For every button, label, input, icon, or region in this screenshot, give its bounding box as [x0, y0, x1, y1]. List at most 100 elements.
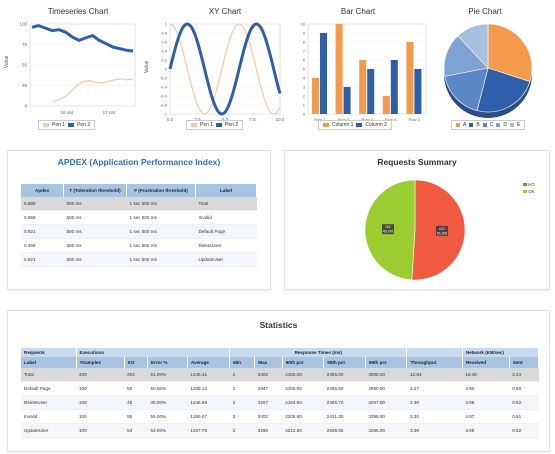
pen2-swatch	[68, 123, 75, 127]
apdex-col-header[interactable]: Label	[195, 184, 257, 197]
stats-col-header[interactable]: KO	[124, 357, 149, 368]
bar-1	[382, 96, 390, 114]
pen1-swatch	[191, 123, 197, 127]
cell: 1 sec 500 ms	[126, 252, 196, 267]
stats-col-header[interactable]: Error %	[147, 357, 188, 368]
x-tick-label: 17 sat	[103, 110, 116, 115]
x-tick-label: Row 5	[409, 117, 421, 122]
cell: 2212.80	[282, 423, 324, 438]
cell: 2	[229, 368, 255, 382]
stats-col-header[interactable]: Received	[462, 357, 510, 368]
bar-1	[359, 60, 367, 114]
apdex-col-header[interactable]: Apdex	[21, 184, 64, 197]
table-row[interactable]: 0.921 500 ms 1 sec 500 ms Default Page	[21, 224, 257, 239]
cell: Total	[195, 197, 257, 211]
cell: 3286.00	[365, 423, 407, 438]
cell: 2.43	[509, 368, 539, 382]
y-tick-label: 7	[303, 49, 306, 54]
bar-1	[312, 78, 319, 114]
table-row[interactable]: 0.888 500 ms 1 sec 500 ms Total	[21, 197, 257, 211]
bar-2	[390, 60, 398, 114]
pen1-swatch	[43, 123, 49, 127]
cell: 0.821	[21, 252, 64, 267]
cell: 2465.70	[323, 395, 366, 410]
y-tick-label: 75	[22, 42, 28, 47]
stats-col-header[interactable]: 95th pct	[323, 357, 366, 368]
table-row[interactable]: Invalid 100 55 55.00% 1269.07 3 3402 2205.60 243…	[21, 409, 539, 424]
cell: 100	[76, 409, 125, 424]
statistics-title: Statistics	[259, 320, 298, 330]
cell: 2155.00	[282, 381, 324, 396]
stats-col-header[interactable]: Average	[187, 357, 231, 368]
cell: 3	[229, 423, 255, 438]
cell: 204	[124, 368, 148, 382]
legend-swatch	[456, 123, 460, 127]
legend-label: C	[489, 122, 494, 128]
cell: 1245.41	[187, 368, 230, 382]
pie-slice	[487, 23, 533, 82]
table-row[interactable]: 0.458 500 ms 1 sec 500 ms DeleteUser	[21, 238, 257, 253]
table-row[interactable]: 0.960 500 ms 1 sec 500 ms Invalid	[21, 210, 257, 225]
stats-col-header[interactable]: Min	[229, 357, 256, 368]
stats-col-header[interactable]: Throughput	[406, 357, 463, 368]
cell: 1 sec 500 ms	[126, 210, 196, 225]
requests-summary-panel: Requests Summary KO 51.0% OK 49.0% KO OK	[284, 150, 550, 290]
pie-slice	[476, 67, 531, 113]
ok-swatch	[523, 190, 527, 193]
cell: 0.62	[509, 423, 539, 438]
table-row[interactable]: DeleteUser 100 45 45.00% 1246.68 2 3267 2184.60…	[21, 395, 539, 410]
cell: Invalid	[21, 409, 76, 424]
cell: 0.921	[21, 224, 64, 239]
requests-legend: KO OK	[523, 181, 535, 195]
cell: DeleteUser	[21, 395, 76, 410]
stats-col-header[interactable]: 99th pct	[365, 357, 408, 368]
legend-label: Pen 2	[77, 122, 91, 128]
statistics-panel: Statistics Requests Executions Response …	[7, 310, 550, 452]
legend-item-ko: KO	[523, 181, 535, 188]
bar-2	[320, 33, 327, 114]
cell: 12.84	[406, 368, 463, 382]
table-row[interactable]: Total 400 204 51.00% 1245.41 2 3402 2155.00 2465…	[21, 368, 539, 382]
cell: DeleteUser	[195, 238, 257, 253]
cell: 1269.07	[187, 409, 230, 424]
stats-col-header[interactable]: Label	[21, 357, 77, 368]
cell: 0.61	[509, 409, 539, 424]
y-tick-label: 6	[303, 58, 306, 63]
series-line-2	[168, 22, 282, 116]
legend-label: Column 1	[332, 122, 354, 128]
stats-col-header[interactable]: 90th pct	[282, 357, 325, 368]
table-row[interactable]: UpdateUser 100 54 54.00% 1257.76 3 3286 2212.80…	[21, 423, 539, 438]
cell: 100	[76, 381, 125, 396]
legend-swatch	[482, 123, 487, 127]
cell: 45.00%	[147, 395, 188, 410]
slice-label-box	[382, 224, 395, 235]
cell: 2508.85	[323, 423, 366, 438]
cell: 1246.68	[187, 395, 230, 410]
y-tick-label: 2	[303, 94, 306, 99]
cell: 3.30	[406, 423, 463, 438]
column1-swatch	[323, 123, 329, 127]
y-tick-label: 1	[165, 22, 168, 27]
apdex-col-header[interactable]: F (Frustration threshold)	[126, 184, 196, 197]
x-tick-label: 7.5	[249, 117, 256, 122]
stats-col-header[interactable]: Sent	[509, 357, 540, 368]
table-row[interactable]: Default Page 100 50 50.00% 1208.13 3 2947 2155.…	[21, 381, 539, 396]
cell: 4.98	[462, 423, 510, 438]
timeseries-legend: Pen 1 Pen 2	[38, 120, 96, 130]
group-header: Requests	[21, 348, 77, 357]
legend-label: Pen 1	[200, 122, 214, 128]
y-tick-label: -0.6	[160, 94, 168, 99]
y-tick-label: -0.2	[160, 76, 168, 81]
pie-slice	[443, 35, 489, 77]
apdex-col-header[interactable]: T (Toleration threshold)	[63, 184, 127, 197]
stats-col-header[interactable]: #Samples	[76, 357, 125, 368]
table-row[interactable]: 0.821 500 ms 1 sec 500 ms UpdateUser	[21, 252, 257, 267]
cell: 50.00%	[147, 381, 188, 396]
slice-label: 49.0%	[383, 230, 394, 234]
xy-legend: Pen 1 Pen 2	[186, 120, 244, 130]
cell: 1 sec 500 ms	[126, 224, 196, 239]
cell: 4.90	[462, 381, 510, 396]
stats-col-header[interactable]: Max	[254, 357, 283, 368]
legend-swatch	[496, 123, 501, 127]
